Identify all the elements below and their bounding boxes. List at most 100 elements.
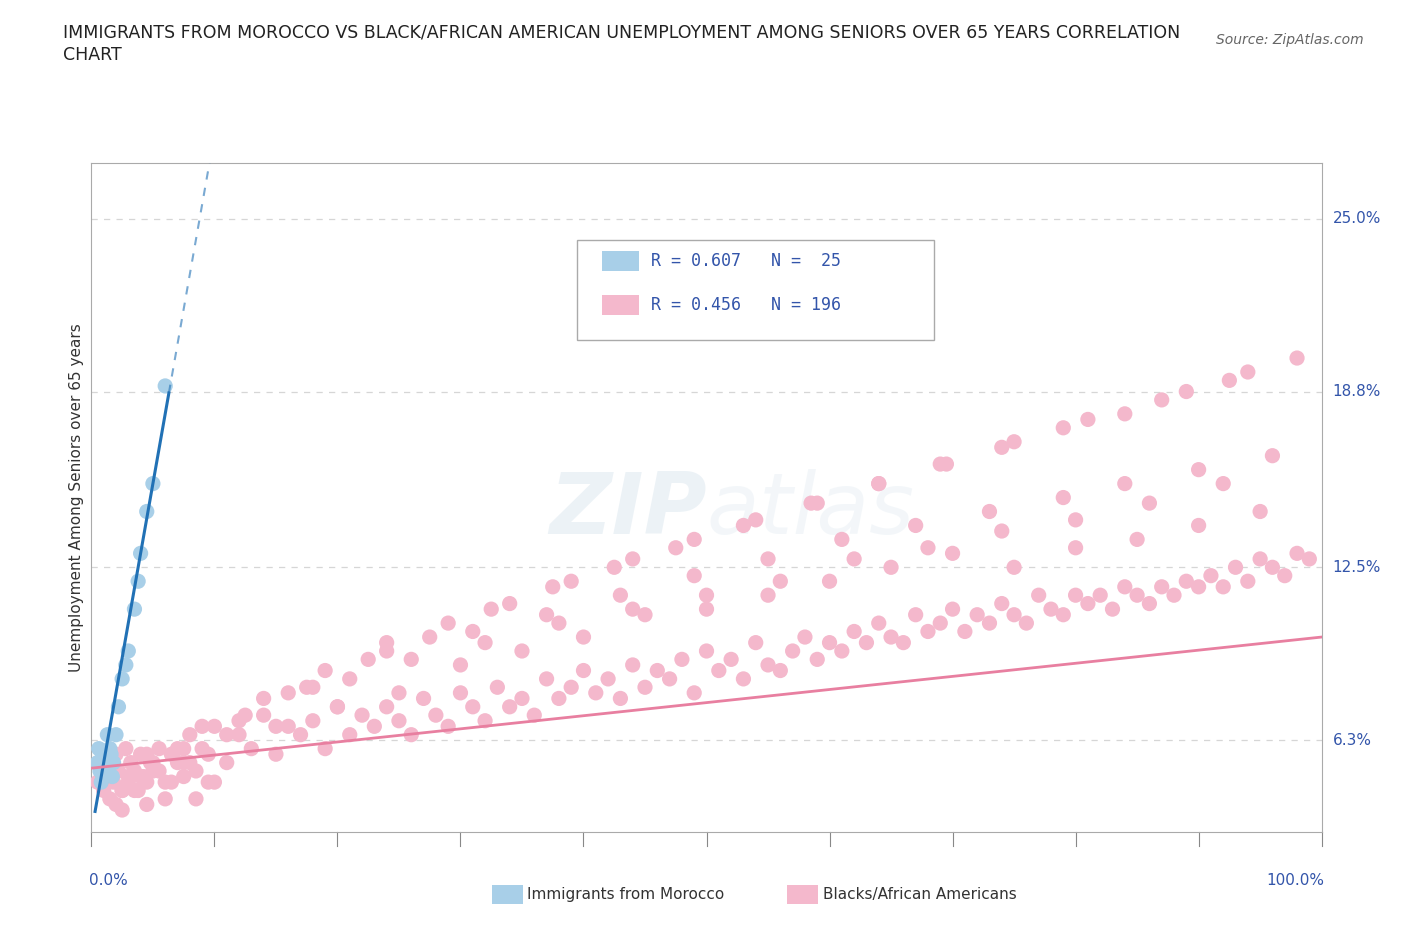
Point [388, 713, 411, 728]
Point [120, 755, 142, 770]
Point [153, 775, 177, 790]
Point [290, 727, 312, 742]
Point [1285, 546, 1308, 561]
Text: 6.3%: 6.3% [1333, 733, 1372, 748]
Point [111, 783, 134, 798]
Point [90, 775, 112, 790]
Point [1187, 579, 1209, 594]
Point [1298, 551, 1320, 566]
Point [756, 658, 779, 672]
Text: Blacks/African Americans: Blacks/African Americans [823, 887, 1017, 902]
Point [609, 691, 631, 706]
Point [277, 685, 299, 700]
Point [917, 624, 939, 639]
Point [868, 476, 890, 491]
Point [806, 652, 828, 667]
Point [179, 755, 201, 770]
Point [486, 680, 509, 695]
Point [135, 504, 157, 519]
Point [498, 596, 520, 611]
Point [1218, 373, 1240, 388]
Text: R = 0.607   N =  25: R = 0.607 N = 25 [651, 252, 841, 271]
Point [1237, 574, 1260, 589]
Point [98, 741, 121, 756]
Point [437, 719, 460, 734]
Point [536, 607, 558, 622]
Point [326, 699, 349, 714]
Point [94, 755, 117, 770]
Point [793, 630, 815, 644]
Point [1064, 512, 1087, 527]
Point [314, 741, 336, 756]
Point [148, 741, 170, 756]
Point [142, 764, 165, 778]
Point [1274, 568, 1296, 583]
Point [523, 708, 546, 723]
Point [1028, 588, 1050, 603]
Point [541, 579, 564, 594]
Point [1225, 560, 1247, 575]
Point [160, 747, 183, 762]
Point [233, 708, 256, 723]
Point [842, 624, 865, 639]
Point [683, 532, 706, 547]
Point [609, 588, 631, 603]
Point [127, 783, 149, 798]
Bar [602, 251, 638, 272]
Point [572, 663, 595, 678]
Point [769, 574, 792, 589]
Point [929, 457, 952, 472]
Point [107, 764, 129, 778]
Point [388, 685, 411, 700]
Point [1114, 406, 1136, 421]
Point [671, 652, 693, 667]
Point [399, 727, 422, 742]
Point [1139, 596, 1161, 611]
Point [547, 616, 569, 631]
Point [941, 546, 963, 561]
Point [1249, 551, 1271, 566]
Point [831, 644, 853, 658]
Point [375, 644, 398, 658]
Point [1163, 588, 1185, 603]
Point [197, 747, 219, 762]
Point [240, 741, 263, 756]
Point [1114, 579, 1136, 594]
Point [295, 680, 318, 695]
Point [707, 663, 730, 678]
Point [1015, 616, 1038, 631]
Point [107, 699, 129, 714]
Point [745, 512, 768, 527]
Point [904, 518, 927, 533]
Point [1077, 596, 1099, 611]
Point [153, 379, 177, 393]
Point [129, 769, 152, 784]
Point [375, 635, 398, 650]
Point [868, 616, 890, 631]
Point [461, 624, 484, 639]
Point [756, 588, 779, 603]
Point [179, 727, 201, 742]
Point [1285, 351, 1308, 365]
Point [1150, 392, 1173, 407]
Point [966, 607, 988, 622]
Point [1002, 560, 1025, 575]
Point [498, 699, 520, 714]
Point [880, 630, 903, 644]
Point [474, 713, 496, 728]
Point [339, 727, 361, 742]
Text: IMMIGRANTS FROM MOROCCO VS BLACK/AFRICAN AMERICAN UNEMPLOYMENT AMONG SENIORS OVE: IMMIGRANTS FROM MOROCCO VS BLACK/AFRICAN… [63, 23, 1181, 41]
Point [572, 630, 595, 644]
Point [264, 747, 287, 762]
Point [990, 440, 1012, 455]
Point [720, 652, 742, 667]
Text: CHART: CHART [63, 46, 122, 64]
Point [756, 551, 779, 566]
Point [917, 540, 939, 555]
Point [87, 741, 110, 756]
Point [105, 797, 127, 812]
Point [979, 616, 1001, 631]
Point [91, 747, 114, 762]
Point [399, 652, 422, 667]
Point [124, 764, 146, 778]
